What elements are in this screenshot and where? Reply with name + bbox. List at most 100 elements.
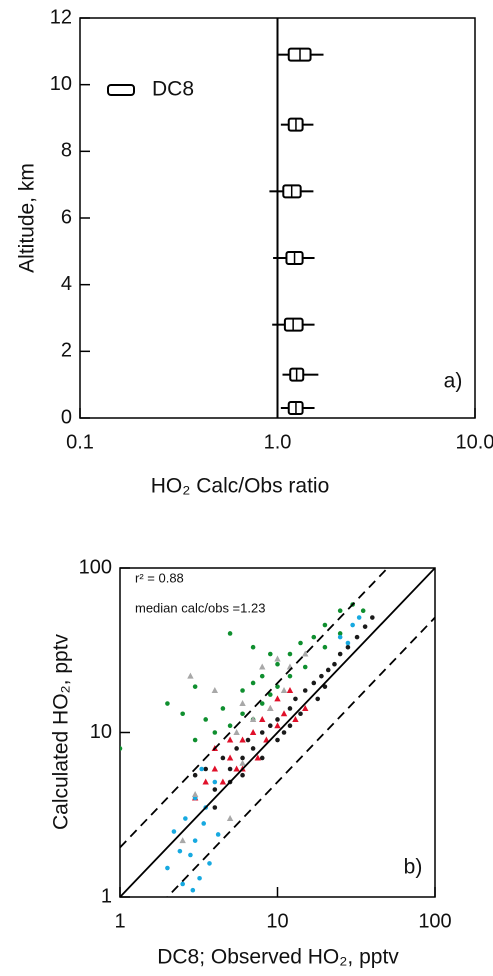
- point: [179, 837, 186, 844]
- point: [211, 765, 219, 772]
- point: [292, 715, 299, 722]
- point: [322, 622, 328, 628]
- point: [227, 766, 233, 772]
- point: [249, 715, 257, 722]
- point: [287, 723, 293, 728]
- point: [250, 644, 256, 650]
- point: [240, 688, 245, 693]
- y-tick-label: 4: [61, 273, 72, 295]
- point: [274, 695, 281, 702]
- point: [187, 672, 194, 679]
- point: [245, 737, 251, 743]
- point: [337, 608, 343, 614]
- point: [203, 766, 208, 772]
- point: [212, 787, 218, 792]
- point: [337, 651, 343, 657]
- point: [293, 696, 298, 702]
- legend-label: DC8: [152, 78, 194, 101]
- point: [239, 736, 246, 743]
- y-axis-label: Calculated HO₂, pptv: [50, 633, 73, 830]
- point: [180, 881, 185, 887]
- point: [337, 631, 343, 636]
- point: [207, 861, 212, 866]
- point: [275, 737, 280, 743]
- point: [302, 688, 308, 693]
- ratio-line: [166, 616, 435, 897]
- point: [180, 711, 185, 717]
- point: [120, 746, 123, 751]
- point: [298, 640, 303, 646]
- point: [275, 661, 280, 667]
- point: [227, 723, 233, 728]
- point: [254, 754, 262, 761]
- x-tick-label: 10: [266, 910, 288, 932]
- point: [356, 615, 362, 620]
- y-tick-label: 1: [101, 885, 112, 907]
- point: [287, 706, 293, 711]
- panel-label: a): [444, 370, 463, 393]
- point: [286, 687, 294, 694]
- annotation: median calc/obs =1.23: [135, 600, 265, 615]
- point: [319, 673, 324, 679]
- plot-area: [120, 568, 435, 897]
- point: [275, 684, 280, 689]
- point: [233, 729, 240, 735]
- x-axis-label: DC8; Observed HO₂, pptv: [157, 946, 399, 969]
- point: [212, 805, 218, 810]
- point: [171, 829, 177, 834]
- point: [332, 661, 337, 667]
- point: [202, 778, 209, 785]
- y-tick-label: 2: [61, 340, 72, 362]
- point: [191, 790, 199, 797]
- point: [220, 706, 226, 711]
- y-tick-label: 10: [90, 721, 112, 743]
- point: [259, 663, 266, 670]
- point: [360, 608, 366, 614]
- point: [315, 696, 321, 702]
- point: [220, 755, 226, 761]
- point: [322, 684, 328, 689]
- point: [165, 701, 170, 706]
- y-tick-label: 10: [50, 73, 72, 95]
- point: [211, 687, 219, 694]
- point: [311, 634, 317, 640]
- point: [165, 865, 170, 871]
- point: [259, 755, 265, 761]
- point: [227, 631, 233, 636]
- point: [281, 730, 287, 735]
- point: [240, 772, 245, 778]
- point: [280, 687, 288, 694]
- point: [259, 715, 266, 722]
- point: [267, 704, 274, 711]
- point: [219, 778, 227, 785]
- point: [259, 673, 265, 679]
- point: [212, 730, 218, 735]
- point: [215, 832, 221, 837]
- y-tick-label: 100: [79, 556, 112, 578]
- point: [239, 700, 246, 707]
- point: [311, 680, 317, 686]
- point: [274, 655, 281, 662]
- point: [302, 664, 308, 670]
- point: [362, 624, 368, 629]
- y-tick-label: 8: [61, 140, 72, 162]
- point: [263, 736, 270, 743]
- point: [322, 644, 328, 650]
- y-tick-label: 6: [61, 206, 72, 228]
- point: [370, 615, 375, 620]
- point: [275, 717, 280, 722]
- point: [249, 729, 257, 735]
- x-tick-label: 1.0: [264, 431, 292, 453]
- point: [192, 772, 198, 778]
- point: [345, 644, 351, 650]
- point: [259, 701, 265, 706]
- point: [233, 765, 240, 772]
- point: [183, 816, 188, 821]
- panel-label: b): [404, 856, 423, 879]
- point: [197, 875, 202, 881]
- point: [325, 667, 331, 673]
- point: [192, 838, 198, 843]
- point: [226, 736, 234, 743]
- point: [267, 651, 273, 657]
